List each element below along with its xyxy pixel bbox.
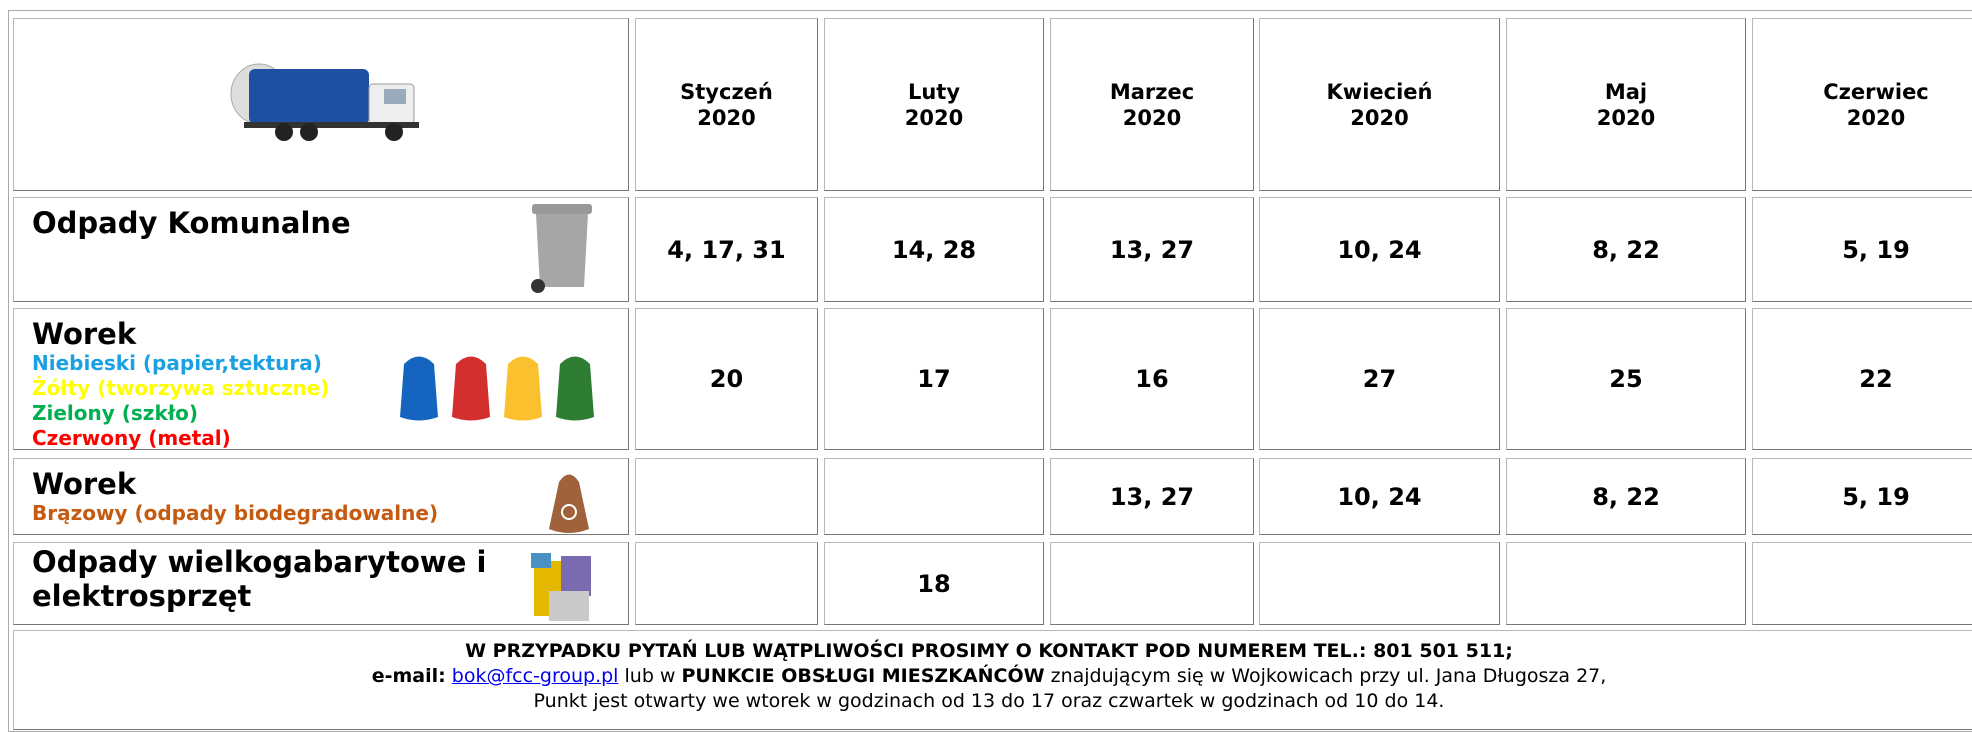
month-name: Czerwiec <box>1823 79 1929 105</box>
row-label-cell: Odpady Komunalne <box>13 197 629 302</box>
truck-icon <box>224 54 424 148</box>
date-cell: 4, 17, 31 <box>635 197 818 302</box>
month-year: 2020 <box>1597 105 1655 131</box>
row-title: Worek <box>32 317 329 351</box>
collection-dates: 8, 22 <box>1592 236 1660 264</box>
collection-dates: 27 <box>1363 365 1396 393</box>
collection-dates: 10, 24 <box>1337 236 1421 264</box>
row-sublabel: Zielony (szkło) <box>32 401 329 426</box>
collection-dates: 10, 24 <box>1337 483 1421 511</box>
date-cell <box>635 542 818 625</box>
date-cell: 27 <box>1259 308 1500 450</box>
date-cell: 13, 27 <box>1050 197 1254 302</box>
date-cell: 8, 22 <box>1506 458 1746 535</box>
date-cell: 14, 28 <box>824 197 1044 302</box>
email-link[interactable]: bok@fcc-group.pl <box>452 665 619 687</box>
month-year: 2020 <box>905 105 963 131</box>
row-sublabel: Żółty (tworzywa sztuczne) <box>32 376 329 401</box>
month-name: Marzec <box>1110 79 1194 105</box>
date-cell: 5, 19 <box>1752 197 1972 302</box>
collection-dates: 16 <box>1135 365 1168 393</box>
text: lub w <box>618 665 681 687</box>
row-icon <box>394 349 604 428</box>
collection-dates: 4, 17, 31 <box>667 236 785 264</box>
date-cell: 10, 24 <box>1259 458 1500 535</box>
footer-line: W PRZYPADKU PYTAŃ LUB WĄTPLIWOŚCI PROSIM… <box>14 639 1964 664</box>
row-icon <box>544 467 594 541</box>
row-label-cell: Odpady wielkogabarytowe i elektrosprzęt <box>13 542 629 625</box>
row-sublabel: Brązowy (odpady biodegradowalne) <box>32 501 438 526</box>
date-cell <box>1506 542 1746 625</box>
row-sublabel: Czerwony (metal) <box>32 426 329 451</box>
row-icon <box>524 202 594 301</box>
text: znajdującym się w Wojkowicach przy ul. J… <box>1045 665 1607 687</box>
collection-dates: 25 <box>1609 365 1642 393</box>
date-cell: 20 <box>635 308 818 450</box>
month-name: Kwiecień <box>1327 79 1433 105</box>
collection-dates: 20 <box>710 365 743 393</box>
place: PUNKCIE OBSŁUGI MIESZKAŃCÓW <box>682 665 1045 687</box>
row-title: Worek <box>32 467 438 501</box>
date-cell: 10, 24 <box>1259 197 1500 302</box>
date-cell <box>824 458 1044 535</box>
date-cell: 17 <box>824 308 1044 450</box>
footer-line: Punkt jest otwarty we wtorek w godzinach… <box>14 689 1964 714</box>
month-year: 2020 <box>1327 105 1433 131</box>
collection-dates: 18 <box>917 570 950 598</box>
row-icon <box>529 551 599 630</box>
date-cell: 13, 27 <box>1050 458 1254 535</box>
date-cell <box>1259 542 1500 625</box>
month-name: Styczeń <box>680 79 773 105</box>
date-cell <box>1050 542 1254 625</box>
date-cell: 25 <box>1506 308 1746 450</box>
date-cell <box>1752 542 1972 625</box>
row-label: Odpady Komunalne <box>32 206 351 240</box>
date-cell: 8, 22 <box>1506 197 1746 302</box>
collection-dates: 8, 22 <box>1592 483 1660 511</box>
collection-dates: 14, 28 <box>892 236 976 264</box>
date-cell: 5, 19 <box>1752 458 1972 535</box>
date-cell <box>635 458 818 535</box>
footer: W PRZYPADKU PYTAŃ LUB WĄTPLIWOŚCI PROSIM… <box>13 630 1972 730</box>
month-year: 2020 <box>1823 105 1929 131</box>
row-sublabel: Niebieski (papier,tektura) <box>32 351 329 376</box>
collection-dates: 5, 19 <box>1842 483 1910 511</box>
date-cell: 18 <box>824 542 1044 625</box>
month-name: Luty <box>905 79 963 105</box>
month-year: 2020 <box>680 105 773 131</box>
email-label: e-mail: <box>372 665 446 687</box>
row-title: Odpady Komunalne <box>32 206 351 240</box>
month-name: Maj <box>1597 79 1655 105</box>
collection-dates: 5, 19 <box>1842 236 1910 264</box>
collection-dates: 17 <box>917 365 950 393</box>
page: {"header":{"months":[{"name":"Styczeń","… <box>0 0 1972 710</box>
corner-cell <box>13 18 629 191</box>
collection-dates: 13, 27 <box>1110 483 1194 511</box>
collection-dates: 22 <box>1859 365 1892 393</box>
footer-line: e-mail: bok@fcc-group.pl lub w PUNKCIE O… <box>14 664 1964 689</box>
date-cell: 22 <box>1752 308 1972 450</box>
row-label: Odpady wielkogabarytowe i elektrosprzęt <box>32 545 512 613</box>
month-year: 2020 <box>1110 105 1194 131</box>
collection-dates: 13, 27 <box>1110 236 1194 264</box>
row-title: Odpady wielkogabarytowe i elektrosprzęt <box>32 545 512 613</box>
date-cell: 16 <box>1050 308 1254 450</box>
